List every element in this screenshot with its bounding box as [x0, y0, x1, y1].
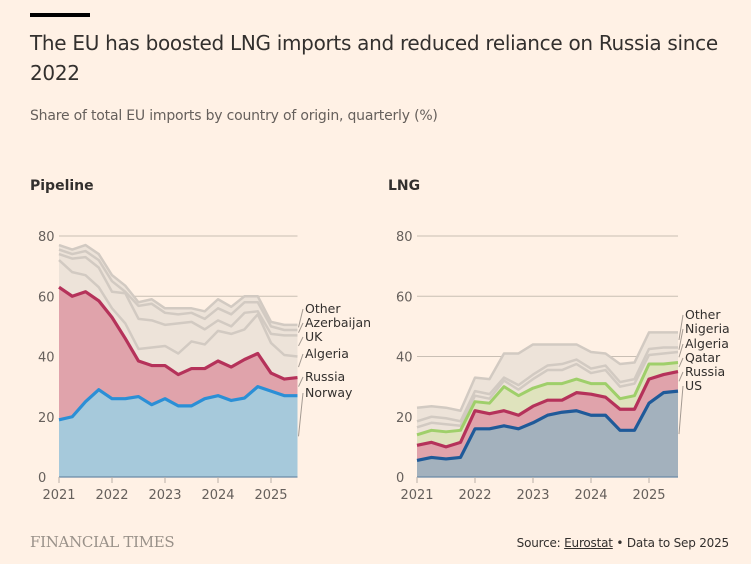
pipeline-label-leader-norway	[298, 392, 304, 437]
title-accent-bar	[30, 13, 90, 17]
lng-label-algeria: Algeria	[685, 336, 729, 351]
lng-label-leader-algeria	[678, 343, 684, 358]
lng-label-nigeria: Nigeria	[685, 321, 730, 336]
lng-xtick-label-2022: 2022	[458, 488, 491, 503]
lng-ytick-label-0: 0	[396, 471, 404, 486]
lng-label-us: US	[685, 378, 702, 393]
lng-xtick-label-2025: 2025	[632, 488, 665, 503]
pipeline-xtick-label-2021: 2021	[42, 488, 75, 503]
lng-area-qatar	[417, 362, 678, 447]
pipeline-line-uk	[58, 252, 298, 337]
pipeline-line-russia	[58, 285, 298, 381]
lng-label-qatar: Qatar	[685, 350, 721, 365]
lng-label-leader-nigeria	[678, 328, 684, 350]
pipeline-line-algeria	[58, 259, 298, 358]
pipeline-ytick-label-80: 80	[38, 230, 55, 245]
pipeline-label-leader-other	[298, 308, 304, 328]
lng-ytick-label-60: 60	[396, 290, 413, 305]
pipeline-line-azerbaijan	[58, 248, 298, 332]
pipeline-xtick-label-2025: 2025	[254, 488, 287, 503]
pipeline-xtick-label-2023: 2023	[148, 488, 181, 503]
pipeline-label-leader-russia	[298, 376, 304, 387]
pipeline-label-uk: UK	[305, 329, 323, 344]
pipeline-label-leader-azerbaijan	[298, 322, 304, 333]
lng-label-leader-us	[678, 385, 684, 435]
chart-subtitle: Share of total EU imports by country of …	[30, 108, 438, 124]
lng-area-other	[417, 332, 678, 422]
lng-line-russia	[416, 369, 679, 449]
lng-xtick-label-2021: 2021	[400, 488, 433, 503]
lng-line-algeria	[416, 350, 679, 429]
lng-ytick-label-80: 80	[396, 230, 413, 245]
pipeline-ytick-label-60: 60	[38, 290, 55, 305]
ft-logo: FINANCIAL TIMES	[30, 533, 175, 551]
lng-xtick-label-2024: 2024	[574, 488, 607, 503]
pipeline-label-russia: Russia	[305, 369, 345, 384]
lng-line-other	[416, 331, 678, 412]
pipeline-line-norway	[58, 385, 298, 422]
source-prefix: Source:	[516, 536, 565, 550]
pipeline-label-algeria: Algeria	[305, 346, 349, 361]
lng-area-algeria	[417, 351, 678, 435]
lng-xtick-label-2023: 2023	[516, 488, 549, 503]
lng-area-nigeria	[417, 347, 678, 428]
source-suffix: • Data to Sep 2025	[612, 536, 729, 550]
pipeline-xtick-label-2022: 2022	[95, 488, 128, 503]
pipeline-ytick-label-0: 0	[38, 471, 46, 486]
pipeline-label-leader-algeria	[298, 353, 304, 368]
pipeline-label-norway: Norway	[305, 385, 353, 400]
lng-label-leader-other	[678, 314, 684, 341]
pipeline-line-other	[58, 243, 298, 327]
pipeline-ytick-label-40: 40	[38, 351, 55, 366]
lng-label-leader-qatar	[678, 357, 684, 368]
pipeline-label-other: Other	[305, 301, 341, 316]
pipeline-xtick-label-2024: 2024	[201, 488, 234, 503]
lng-ytick-label-40: 40	[396, 351, 413, 366]
lng-line-nigeria	[416, 346, 678, 423]
lng-area-russia	[417, 371, 678, 461]
pipeline-area-azerbaijan	[59, 249, 298, 336]
chart-title: The EU has boosted LNG imports and reduc…	[30, 31, 718, 85]
panel-title-pipeline: Pipeline	[30, 178, 94, 194]
pipeline-area-other	[59, 245, 298, 330]
lng-label-other: Other	[685, 307, 721, 322]
lng-label-russia: Russia	[685, 364, 725, 379]
pipeline-area-russia	[59, 287, 298, 420]
pipeline-area-norway	[59, 386, 298, 477]
lng-line-us	[416, 389, 679, 462]
lng-ytick-label-20: 20	[396, 411, 413, 426]
lng-area-us	[417, 391, 678, 477]
pipeline-ytick-label-20: 20	[38, 411, 55, 426]
pipeline-area-algeria	[59, 260, 298, 380]
lng-line-qatar	[416, 361, 679, 437]
lng-label-leader-russia	[678, 371, 684, 382]
panel-title-lng: LNG	[388, 178, 421, 194]
source-note: Source: Eurostat • Data to Sep 2025	[516, 536, 730, 550]
pipeline-label-azerbaijan: Azerbaijan	[305, 315, 371, 330]
source-link-eurostat[interactable]: Eurostat	[564, 536, 613, 550]
pipeline-label-leader-uk	[298, 336, 304, 347]
